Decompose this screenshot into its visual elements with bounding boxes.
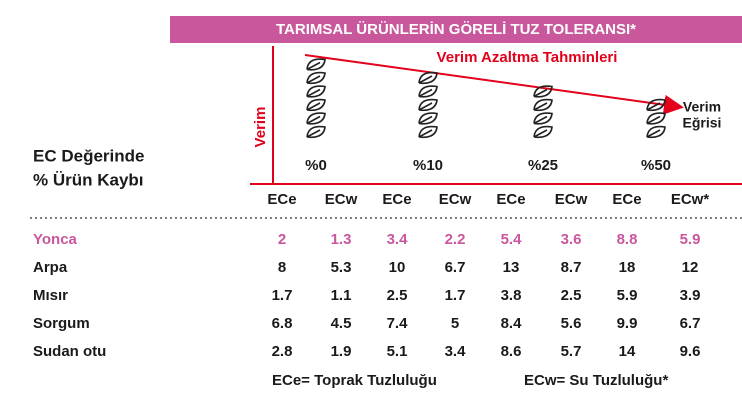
- footnote: ECw= Su Tuzluluğu*: [524, 372, 668, 389]
- row-label: Sorgum: [33, 315, 90, 332]
- cell: 2: [278, 231, 286, 248]
- footnote: ECe= Toprak Tuzluluğu: [272, 372, 437, 389]
- cell: 9.6: [680, 343, 701, 360]
- leaf-icon: [533, 112, 553, 125]
- y-label: Verim: [252, 107, 269, 148]
- row-label: Yonca: [33, 231, 78, 248]
- column-header: ECw: [439, 191, 472, 208]
- leaf-icon: [418, 85, 438, 98]
- cell: 14: [619, 343, 636, 360]
- row-label: Arpa: [33, 259, 68, 276]
- cell: 8.6: [501, 343, 522, 360]
- leaf-icon: [533, 85, 553, 98]
- cell: 5.7: [561, 343, 582, 360]
- leaf-icon: [418, 125, 438, 139]
- leaf-icon: [646, 98, 666, 112]
- column-header: ECw*: [671, 191, 710, 208]
- loss-label: %25: [528, 157, 558, 174]
- loss-label: %50: [641, 157, 671, 174]
- cell: 2.2: [445, 231, 466, 248]
- cell: 10: [389, 259, 406, 276]
- leaf-icon: [306, 71, 326, 85]
- arrow-label: Verim Azaltma Tahminleri: [437, 49, 618, 66]
- cell: 5: [451, 315, 459, 332]
- cell: 5.6: [561, 315, 582, 332]
- leaf-icon: [306, 98, 326, 112]
- leaf-icon: [306, 58, 326, 71]
- row-label: Sudan otu: [33, 343, 106, 360]
- column-header: ECw: [325, 191, 358, 208]
- cell: 1.9: [331, 343, 352, 360]
- cell: 3.4: [445, 343, 467, 360]
- cell: 5.9: [680, 231, 701, 248]
- title-bar: [170, 16, 742, 43]
- leaf-icon: [646, 125, 666, 139]
- cell: 1.1: [331, 287, 352, 304]
- cell: 1.3: [331, 231, 352, 248]
- leaf-icon: [418, 71, 438, 85]
- leaf-icon: [646, 112, 666, 125]
- cell: 2.5: [561, 287, 582, 304]
- cell: 4.5: [331, 315, 352, 332]
- cell: 7.4: [387, 315, 409, 332]
- loss-label: %10: [413, 157, 443, 174]
- curve-label: Verim: [683, 99, 721, 115]
- column-header: ECe: [382, 191, 411, 208]
- cell: 13: [503, 259, 520, 276]
- cell: 5.3: [331, 259, 352, 276]
- cell: 5.9: [617, 287, 638, 304]
- corner-label: % Ürün Kaybı: [33, 170, 144, 189]
- cell: 8.7: [561, 259, 582, 276]
- cell: 9.9: [617, 315, 638, 332]
- cell: 3.6: [561, 231, 582, 248]
- column-header: ECe: [496, 191, 525, 208]
- cell: 6.7: [445, 259, 466, 276]
- row-label: Mısır: [33, 287, 68, 304]
- leaf-icon: [533, 125, 553, 139]
- corner-label: EC Değerinde: [33, 146, 144, 165]
- cell: 6.8: [272, 315, 293, 332]
- cell: 8: [278, 259, 286, 276]
- cell: 3.9: [680, 287, 701, 304]
- leaf-icon: [418, 98, 438, 112]
- leaf-icon: [533, 98, 553, 112]
- cell: 2.5: [387, 287, 408, 304]
- loss-label: %0: [305, 157, 327, 174]
- cell: 12: [682, 259, 699, 276]
- leaf-icon: [418, 112, 438, 125]
- cell: 2.8: [272, 343, 293, 360]
- leaf-icon: [306, 85, 326, 98]
- curve-label: Eğrisi: [683, 115, 722, 131]
- cell: 18: [619, 259, 636, 276]
- cell: 6.7: [680, 315, 701, 332]
- title: TARIMSAL ÜRÜNLERİN GÖRELİ TUZ TOLERANSI*: [276, 21, 636, 38]
- cell: 5.4: [501, 231, 523, 248]
- cell: 1.7: [272, 287, 293, 304]
- cell: 8.8: [617, 231, 638, 248]
- cell: 3.4: [387, 231, 409, 248]
- leaf-icon: [306, 112, 326, 125]
- trend-arrow: [304, 54, 684, 115]
- cell: 5.1: [387, 343, 408, 360]
- column-header: ECe: [612, 191, 641, 208]
- cell: 1.7: [445, 287, 466, 304]
- column-header: ECw: [555, 191, 588, 208]
- column-header: ECe: [267, 191, 296, 208]
- cell: 3.8: [501, 287, 522, 304]
- cell: 8.4: [501, 315, 523, 332]
- leaf-icon: [306, 125, 326, 139]
